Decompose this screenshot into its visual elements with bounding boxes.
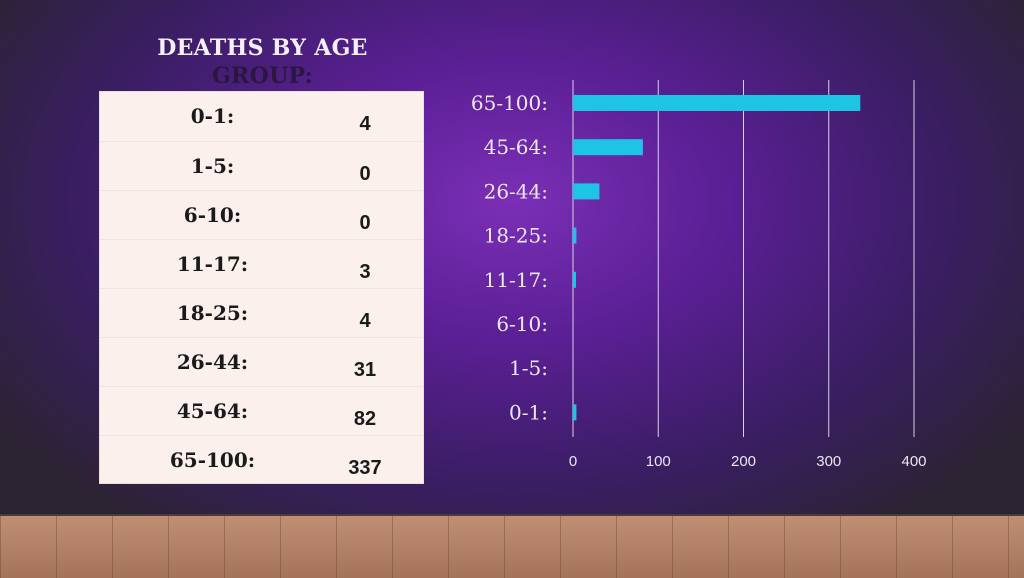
x-tick-label: 100	[646, 453, 671, 470]
bar	[573, 272, 576, 288]
y-category-label: 26-44:	[484, 179, 548, 203]
y-category-label: 6-10:	[496, 312, 548, 336]
y-category-label: 45-64:	[484, 135, 548, 159]
y-category-label: 11-17:	[484, 268, 548, 292]
x-tick-label: 300	[816, 453, 841, 470]
y-category-label: 1-5:	[509, 356, 548, 380]
bar	[573, 404, 576, 420]
bar	[573, 139, 643, 155]
x-tick-label: 200	[731, 453, 756, 470]
wooden-floor	[0, 514, 1024, 578]
y-category-label: 18-25:	[484, 224, 548, 248]
y-category-label: 0-1:	[509, 400, 548, 424]
bar	[573, 95, 860, 111]
bar	[573, 183, 599, 199]
bar	[573, 228, 576, 244]
x-tick-label: 0	[569, 453, 577, 470]
y-category-label: 65-100:	[471, 91, 548, 115]
x-tick-label: 400	[901, 453, 926, 470]
